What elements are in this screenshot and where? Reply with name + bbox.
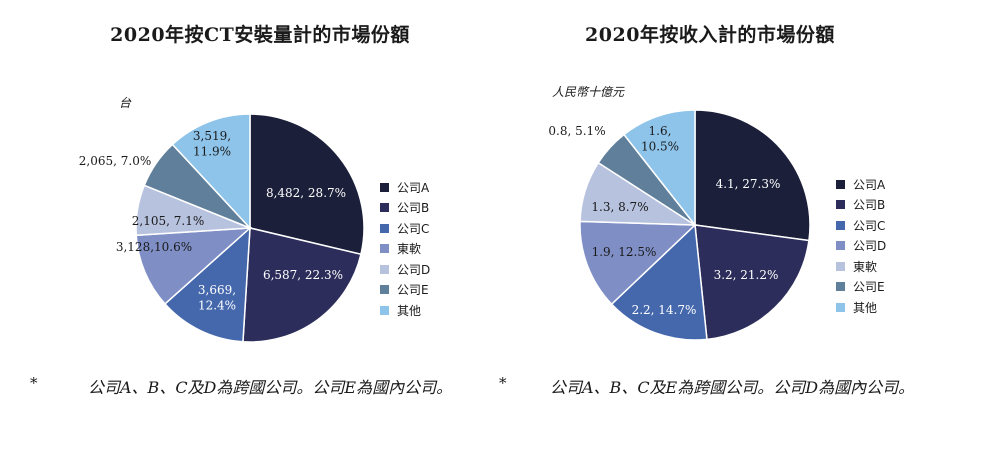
legend-swatch xyxy=(836,282,845,292)
pie-slice-3 xyxy=(163,226,251,343)
legend-label: 公司D xyxy=(397,262,431,277)
pie-slice-1 xyxy=(249,113,365,256)
data-label-2: 3.2, 21.2% xyxy=(714,268,779,282)
data-label-3: 2.2, 14.7% xyxy=(632,303,697,317)
pie-slice-4 xyxy=(579,220,697,306)
legend-label: 公司C xyxy=(397,221,430,236)
legend-item-2: 公司B xyxy=(380,198,430,219)
data-label-7: 1.6, 10.5% xyxy=(641,124,679,154)
footnote-right: 公司A、B、C及E為跨國公司。公司D為國內公司。 xyxy=(550,378,915,397)
legend-item-6: 公司E xyxy=(836,277,886,298)
legend-item-2: 公司B xyxy=(836,195,886,216)
legend-label: 公司A xyxy=(853,177,886,192)
legend-swatch xyxy=(836,200,845,210)
legend-label: 東軟 xyxy=(853,259,878,274)
legend-item-7: 其他 xyxy=(836,297,886,318)
legend-swatch xyxy=(380,264,389,274)
pie-slice-7 xyxy=(622,109,696,228)
legend-label: 公司B xyxy=(853,198,886,213)
footnote-left: 公司A、B、C及D為跨國公司。公司E為國內公司。 xyxy=(88,378,453,397)
legend-item-7: 其他 xyxy=(380,300,430,321)
legend-item-5: 公司D xyxy=(380,259,430,280)
legend-item-6: 公司E xyxy=(380,280,430,301)
legend-item-3: 公司C xyxy=(380,218,430,239)
data-label-3: 3,669, 12.4% xyxy=(198,283,236,313)
legend-label: 公司E xyxy=(397,283,429,298)
legend-swatch xyxy=(380,182,389,192)
pie-slice-7 xyxy=(171,113,251,230)
legend-item-1: 公司A xyxy=(380,177,430,198)
data-label-4: 1.9, 12.5% xyxy=(592,245,657,259)
footnote-marker-right: * xyxy=(499,374,507,392)
pie-slice-4 xyxy=(135,227,253,305)
legend-swatch xyxy=(836,302,845,312)
legend-swatch xyxy=(380,285,389,295)
data-label-6: 0.8, 5.1% xyxy=(548,124,605,138)
data-label-1: 8,482, 28.7% xyxy=(266,186,346,200)
legend-label: 東軟 xyxy=(397,242,422,257)
legend-swatch xyxy=(380,203,389,213)
legend-item-1: 公司A xyxy=(836,174,886,195)
legend-item-4: 公司D xyxy=(836,236,886,257)
legend-label: 公司A xyxy=(397,180,430,195)
footnote-marker-left: * xyxy=(30,374,38,392)
legend-item-3: 公司C xyxy=(836,215,886,236)
legend-label: 其他 xyxy=(853,300,878,315)
unit-label-installations: 台 xyxy=(119,96,132,110)
legend-swatch xyxy=(380,223,389,233)
legend-item-4: 東軟 xyxy=(380,239,430,260)
legend-label: 公司C xyxy=(853,218,886,233)
chart-title-revenue: 2020年按收入計的市場份額 xyxy=(585,24,835,46)
data-label-2: 6,587, 22.3% xyxy=(263,268,343,282)
unit-label-revenue: 人民幣十億元 xyxy=(552,85,625,99)
pie-slice-2 xyxy=(694,224,810,341)
legend-swatch xyxy=(836,220,845,230)
data-label-4: 3,128,10.6% xyxy=(116,240,192,254)
data-label-5: 1.3, 8.7% xyxy=(591,200,648,214)
chart-title-installations: 2020年按CT安裝量計的市場份額 xyxy=(110,24,410,46)
legend-installations: 公司A 公司B 公司C 東軟公司D 公司E 其他 xyxy=(380,177,430,321)
data-label-6: 2,065, 7.0% xyxy=(79,154,151,168)
pie-slice-2 xyxy=(242,227,362,343)
legend-label: 公司D xyxy=(853,239,887,254)
legend-revenue: 公司A 公司B 公司C 公司D 東軟公司E 其他 xyxy=(836,174,886,318)
pie-slice-1 xyxy=(694,109,811,242)
legend-swatch xyxy=(836,261,845,271)
legend-swatch xyxy=(380,244,389,254)
legend-label: 公司E xyxy=(853,280,885,295)
legend-swatch xyxy=(836,241,845,251)
pie-slice-3 xyxy=(610,223,708,341)
legend-item-5: 東軟 xyxy=(836,256,886,277)
data-label-5: 2,105, 7.1% xyxy=(132,214,204,228)
legend-swatch xyxy=(836,179,845,189)
legend-label: 其他 xyxy=(397,303,422,318)
data-label-7: 3,519, 11.9% xyxy=(193,129,231,159)
legend-label: 公司B xyxy=(397,201,430,216)
legend-swatch xyxy=(380,305,389,315)
data-label-1: 4.1, 27.3% xyxy=(716,177,781,191)
